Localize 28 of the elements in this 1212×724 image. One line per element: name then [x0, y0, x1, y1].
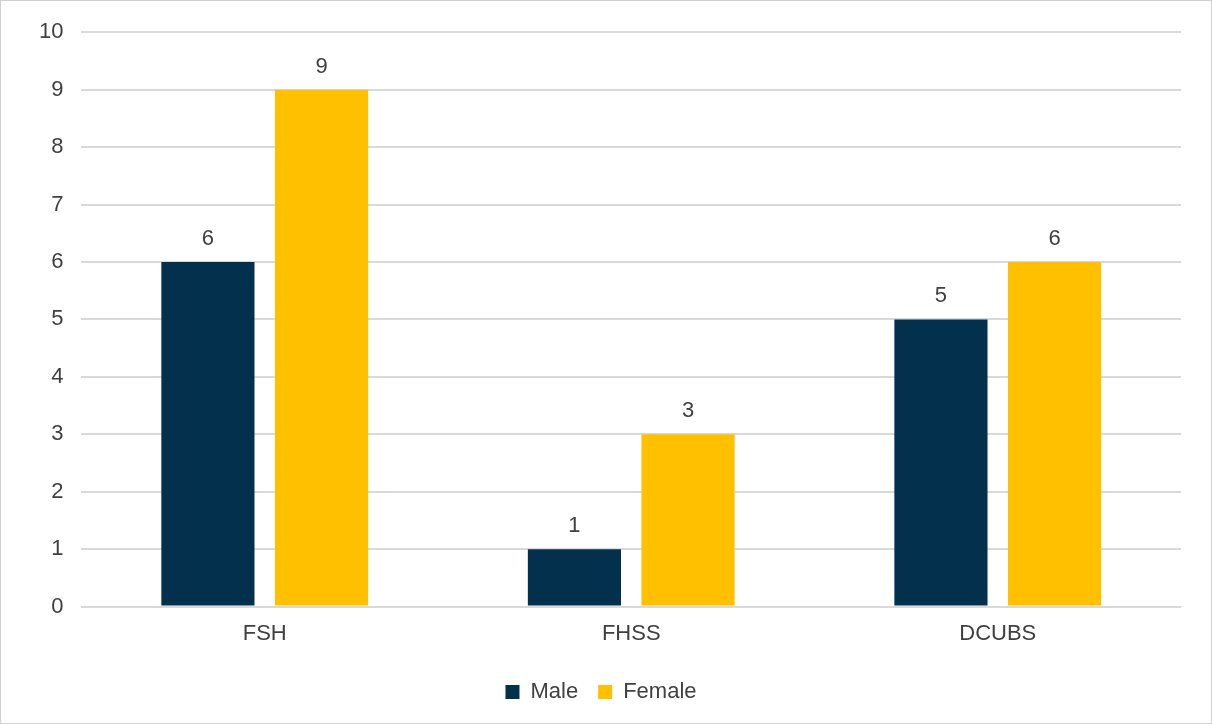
bar [1007, 261, 1102, 606]
y-tick-label: 5 [51, 305, 64, 331]
data-label: 6 [201, 225, 215, 251]
x-tick-label: DCUBS [959, 619, 1037, 645]
y-tick-label: 7 [51, 190, 64, 216]
y-tick-label: 0 [51, 592, 64, 618]
legend-label: Female [623, 678, 697, 704]
bar [274, 89, 369, 606]
y-tick-label: 10 [38, 18, 64, 44]
bar [161, 261, 255, 606]
y-tick-label: 1 [51, 535, 64, 561]
data-label: 1 [568, 512, 581, 538]
y-tick-label: 8 [51, 133, 64, 159]
bar [894, 319, 988, 606]
data-label: 6 [1048, 225, 1061, 251]
y-tick-label: 4 [51, 362, 64, 388]
legend-label: Male [530, 678, 579, 704]
y-tick-label: 2 [51, 477, 64, 503]
data-label: 3 [681, 397, 695, 423]
y-tick-label: 3 [51, 420, 64, 446]
data-label: 5 [934, 282, 948, 308]
data-label: 9 [315, 52, 328, 78]
bar [641, 434, 735, 606]
x-tick-label: FHSS [601, 619, 661, 645]
bar [527, 549, 622, 606]
y-tick-label: 6 [51, 248, 64, 274]
x-tick-label: FSH [242, 619, 287, 645]
y-tick-label: 9 [51, 75, 64, 101]
